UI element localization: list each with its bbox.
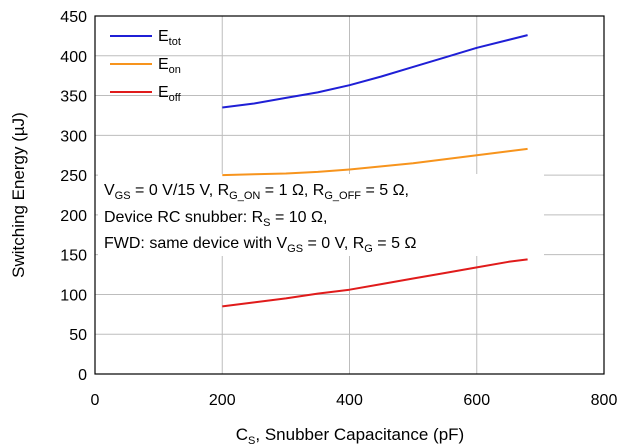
series-line-off (222, 258, 528, 308)
y-tick-label: 100 (60, 287, 87, 304)
legend-label-off: Eoff (158, 84, 182, 104)
x-tick-label: 200 (209, 392, 236, 409)
annotation-text: VGS = 0 V/15 V, RG_ON = 1 Ω, RG_OFF = 5 … (104, 182, 416, 255)
y-tick-label: 350 (60, 89, 87, 106)
y-tick-label: 250 (60, 168, 87, 185)
annotation-line-3: FWD: same device with VGS = 0 V, RG = 5 … (104, 235, 416, 255)
x-axis-label: CS, Snubber Capacitance (pF) (236, 425, 464, 447)
series-lines (222, 34, 528, 308)
x-tick-label: 0 (91, 392, 100, 409)
y-tick-label: 400 (60, 49, 87, 66)
x-tick-label: 800 (591, 392, 618, 409)
y-axis-label: Switching Energy (µJ) (9, 112, 28, 278)
y-tick-label: 200 (60, 208, 87, 225)
series-line-tot (222, 34, 528, 109)
y-tick-label: 0 (78, 367, 87, 384)
annotation-line-2: Device RC snubber: RS = 10 Ω, (104, 209, 327, 229)
tick-labels: 0 50 100 150 200 250 300 350 400 450 0 200 400 600 800 (60, 9, 617, 409)
x-tick-label: 400 (336, 392, 363, 409)
legend-label-tot: Etot (158, 28, 181, 48)
series-line-on (222, 147, 528, 177)
y-tick-label: 450 (60, 9, 87, 26)
x-tick-label: 600 (463, 392, 490, 409)
legend: Etot Eon Eoff (110, 28, 182, 104)
plot-frame (94, 15, 605, 375)
legend-label-on: Eon (158, 56, 181, 76)
y-tick-label: 150 (60, 248, 87, 265)
y-tick-label: 300 (60, 128, 87, 145)
y-tick-label: 50 (69, 327, 87, 344)
annotation-box (98, 174, 544, 256)
annotation-line-1: VGS = 0 V/15 V, RG_ON = 1 Ω, RG_OFF = 5 … (104, 182, 409, 202)
